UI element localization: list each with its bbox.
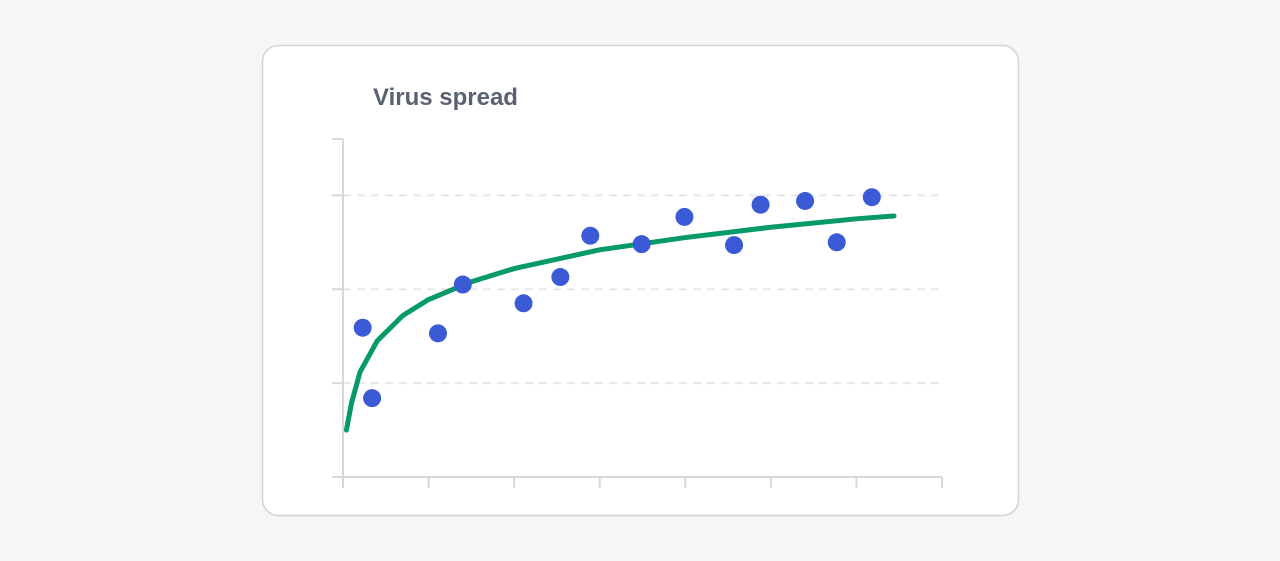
- data-point: [363, 389, 382, 408]
- data-point: [514, 294, 533, 313]
- card: [261, 44, 1020, 517]
- data-point: [827, 233, 846, 252]
- data-point: [725, 236, 744, 255]
- data-point: [551, 268, 570, 287]
- data-point: [751, 195, 770, 214]
- data-point: [428, 324, 447, 343]
- data-point: [581, 226, 600, 245]
- data-point: [353, 318, 372, 337]
- trend-line: [343, 213, 897, 433]
- data-point: [453, 275, 472, 294]
- chart-title: Virus spread: [373, 84, 518, 111]
- data-point: [862, 188, 881, 207]
- data-point: [796, 191, 815, 210]
- data-point: [675, 207, 694, 226]
- data-point: [632, 235, 651, 254]
